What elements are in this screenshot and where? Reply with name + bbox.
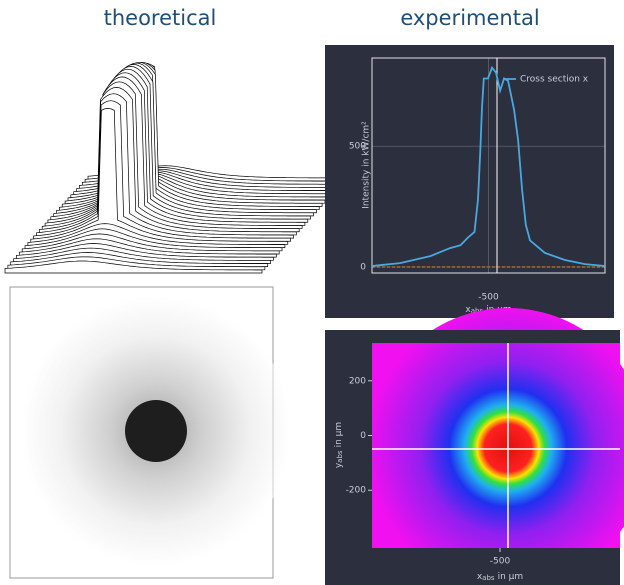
axis-label-sub: abs (482, 574, 495, 582)
y-tick-label: -200 (346, 486, 367, 496)
column-title: experimental (400, 6, 539, 30)
heatmap-clip (372, 330, 620, 343)
y-tick-label: 0 (360, 262, 366, 272)
y-tick-label: 200 (349, 376, 366, 386)
heatmap-clip (325, 330, 372, 585)
axis-label: yabsin µm (334, 422, 345, 468)
legend-label: Cross section x (520, 75, 589, 85)
axis-label: Intensity in kW/cm² (362, 121, 372, 209)
beam-core (125, 400, 187, 462)
axis-label-unit: in µm (498, 572, 524, 582)
column-title: theoretical (104, 6, 217, 30)
y-tick-label: 0 (360, 431, 366, 441)
x-tick-label: -500 (490, 557, 511, 567)
wireframe-plot (5, 62, 345, 273)
axis-label-unit: in µm (334, 422, 344, 448)
heatmap-clip (372, 548, 620, 585)
page: theoretical experimental 0500-500Cross s… (0, 0, 624, 585)
x-tick-label: -500 (478, 293, 499, 303)
figure: theoretical experimental 0500-500Cross s… (0, 0, 624, 585)
axis-label-sub: abs (336, 450, 344, 463)
